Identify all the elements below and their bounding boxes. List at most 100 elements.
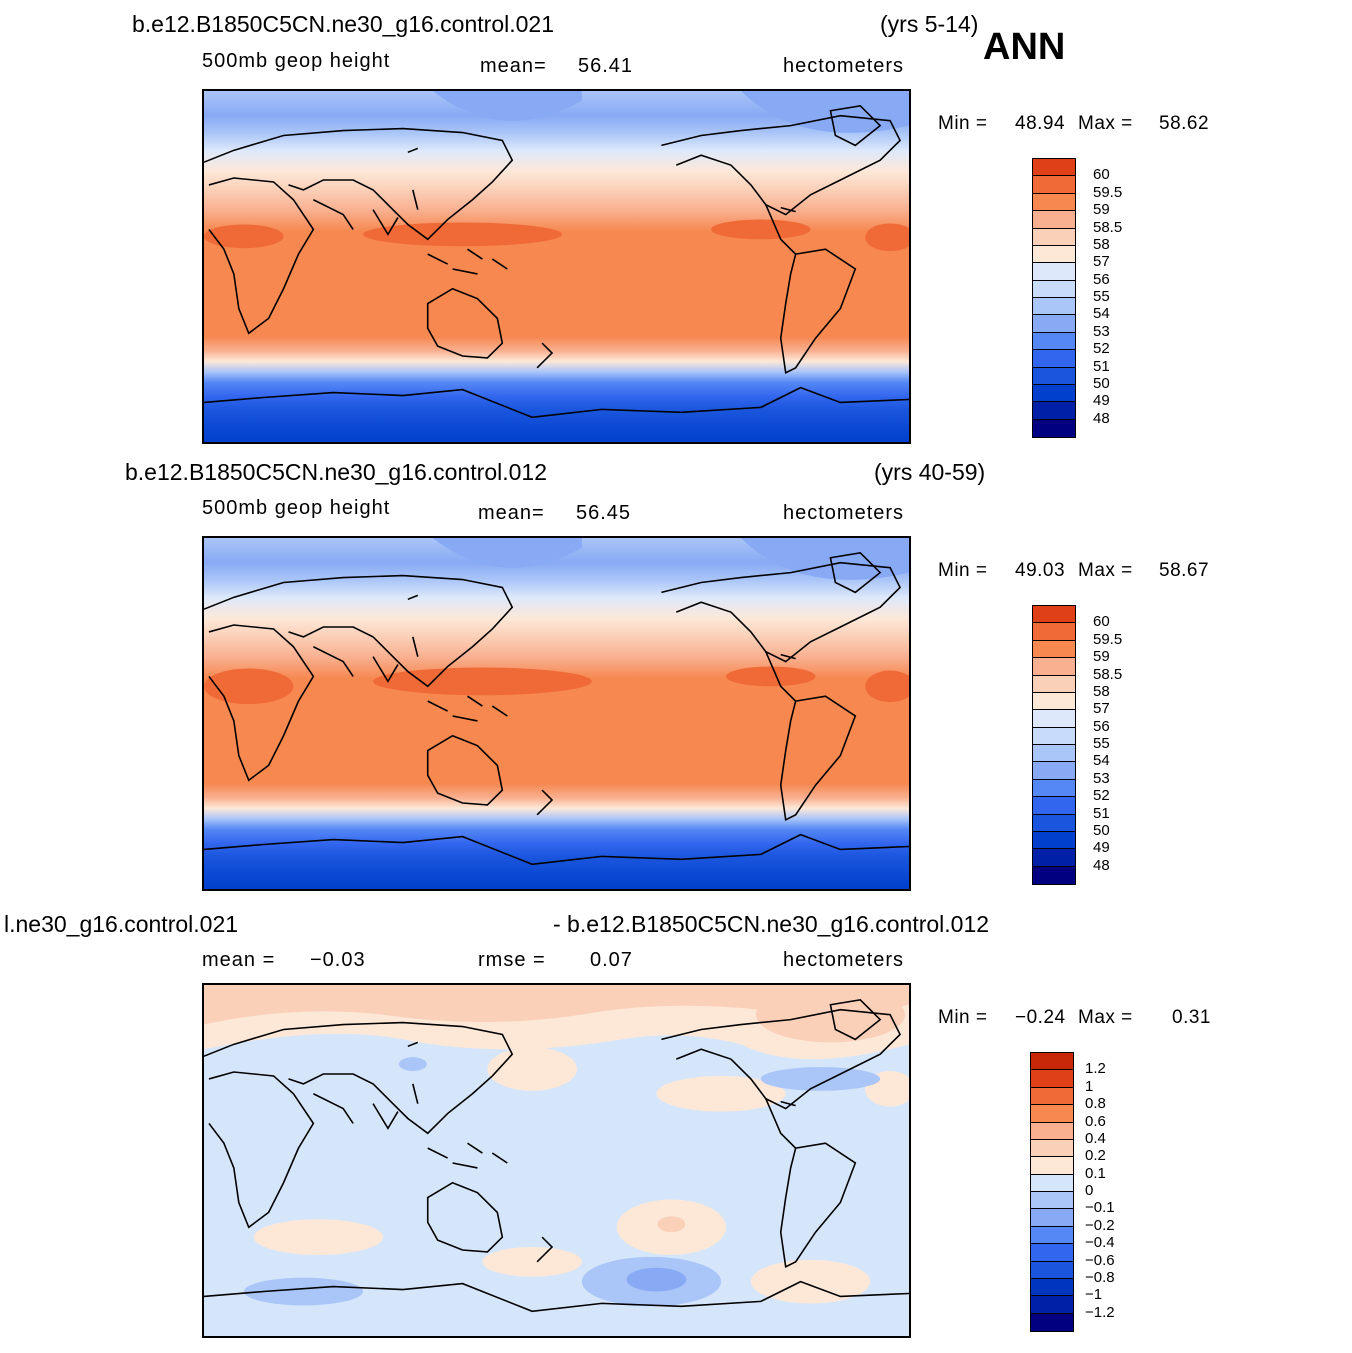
colorbar-swatch: [1031, 1105, 1073, 1123]
colorbar-label: 54: [1093, 305, 1110, 323]
colorbar-label: 54: [1093, 752, 1110, 770]
colorbar-swatch: [1031, 1261, 1073, 1279]
colorbar-label: 0.1: [1085, 1164, 1106, 1182]
panel2-min-label: Min =: [938, 560, 988, 581]
colorbar-label: 56: [1093, 717, 1110, 735]
colorbar-swatch: [1033, 866, 1075, 884]
colorbar-label: 49: [1093, 839, 1110, 857]
colorbar-label: −0.6: [1085, 1251, 1115, 1269]
colorbar-swatch: [1033, 211, 1075, 229]
panel1-years: (yrs 5-14): [880, 11, 979, 37]
colorbar-label: 53: [1093, 769, 1110, 787]
colorbar-swatch: [1031, 1209, 1073, 1227]
panel3-min-label: Min =: [938, 1007, 988, 1028]
colorbar-swatch: [1033, 193, 1075, 212]
colorbar-label: 60: [1093, 613, 1110, 631]
colorbar-swatch: [1031, 1278, 1073, 1297]
colorbar-label: 59.5: [1093, 183, 1123, 201]
panel3-colorbar: [1030, 1052, 1074, 1332]
panel1-variable: 500mb geop height: [202, 50, 391, 72]
panel3-case-left: l.ne30_g16.control.021: [4, 911, 239, 937]
panel2-max-value: 58.67: [1159, 560, 1210, 581]
colorbar-label: 58.5: [1093, 665, 1123, 683]
colorbar-swatch: [1031, 1313, 1073, 1331]
colorbar-label: 57: [1093, 253, 1110, 271]
colorbar-swatch: [1033, 245, 1075, 264]
colorbar-swatch: [1033, 384, 1075, 403]
colorbar-label: −1.2: [1085, 1303, 1115, 1321]
colorbar-label: 0: [1085, 1182, 1094, 1199]
colorbar-label: −0.2: [1085, 1216, 1115, 1234]
panel3-rmse-value: 0.07: [590, 949, 633, 971]
panel3-case-right: - b.e12.B1850C5CN.ne30_g16.control.012: [553, 911, 990, 937]
colorbar-swatch: [1033, 419, 1075, 437]
panel3-map: [202, 983, 911, 1338]
colorbar-label: 1: [1085, 1077, 1094, 1095]
colorbar-label: 0.6: [1085, 1112, 1106, 1130]
colorbar-label: 52: [1093, 787, 1110, 805]
panel1-case-title: b.e12.B1850C5CN.ne30_g16.control.021: [132, 11, 554, 37]
colorbar-swatch: [1033, 263, 1075, 281]
colorbar-swatch: [1033, 228, 1075, 246]
colorbar-label: −0.1: [1085, 1199, 1115, 1217]
colorbar-label: −0.8: [1085, 1268, 1115, 1286]
colorbar-label: 55: [1093, 735, 1110, 752]
colorbar-swatch: [1033, 849, 1075, 867]
colorbar-swatch: [1033, 298, 1075, 316]
colorbar-label: 50: [1093, 821, 1110, 839]
colorbar-label: 0.2: [1085, 1147, 1106, 1165]
colorbar-swatch: [1031, 1070, 1073, 1088]
colorbar-swatch: [1031, 1296, 1073, 1314]
colorbar-swatch: [1033, 675, 1075, 693]
colorbar-swatch: [1033, 332, 1075, 351]
panel2-mean-label: mean=: [478, 502, 545, 524]
colorbar-swatch: [1033, 367, 1075, 385]
colorbar-swatch: [1031, 1139, 1073, 1158]
colorbar-label: 59: [1093, 648, 1110, 666]
colorbar-swatch: [1033, 623, 1075, 641]
colorbar-swatch: [1033, 727, 1075, 745]
season-label: ANN: [983, 26, 1066, 68]
panel1-min-label: Min =: [938, 113, 988, 134]
panel1-mean-value: 56.41: [578, 55, 634, 77]
colorbar-label: 0.4: [1085, 1129, 1106, 1147]
colorbar-label: 55: [1093, 288, 1110, 305]
colorbar-swatch: [1033, 797, 1075, 815]
colorbar-swatch: [1033, 658, 1075, 676]
colorbar-swatch: [1033, 606, 1075, 624]
colorbar-label: 48: [1093, 856, 1110, 874]
panel2-case-title: b.e12.B1850C5CN.ne30_g16.control.012: [125, 459, 547, 485]
colorbar-swatch: [1031, 1192, 1073, 1210]
colorbar-label: 58.5: [1093, 218, 1123, 236]
colorbar-swatch: [1033, 176, 1075, 194]
colorbar-swatch: [1031, 1157, 1073, 1175]
colorbar-label: 58: [1093, 682, 1110, 700]
panel3-units: hectometers: [783, 949, 905, 971]
colorbar-label: 60: [1093, 166, 1110, 184]
colorbar-swatch: [1033, 350, 1075, 368]
colorbar-swatch: [1031, 1053, 1073, 1071]
panel2-units: hectometers: [783, 502, 905, 524]
colorbar-swatch: [1033, 710, 1075, 728]
panel1-min-value: 48.94: [1015, 113, 1066, 134]
colorbar-swatch: [1031, 1174, 1073, 1192]
panel3-min-value: −0.24: [1015, 1007, 1066, 1028]
panel3-mean-value: −0.03: [310, 949, 366, 971]
colorbar-label: 53: [1093, 322, 1110, 340]
colorbar-label: 51: [1093, 804, 1110, 822]
colorbar-label: 1.2: [1085, 1060, 1106, 1078]
colorbar-label: 59.5: [1093, 630, 1123, 648]
colorbar-swatch: [1031, 1122, 1073, 1140]
colorbar-swatch: [1033, 779, 1075, 798]
colorbar-swatch: [1033, 280, 1075, 298]
colorbar-label: 56: [1093, 270, 1110, 288]
panel1-max-value: 58.62: [1159, 113, 1210, 134]
colorbar-swatch: [1033, 315, 1075, 333]
colorbar-label: 0.8: [1085, 1095, 1106, 1113]
panel1-map: [202, 89, 911, 444]
colorbar-swatch: [1031, 1087, 1073, 1106]
panel2-min-value: 49.03: [1015, 560, 1066, 581]
panel2-variable: 500mb geop height: [202, 497, 391, 519]
panel3-mean-label: mean =: [202, 949, 276, 971]
panel3-max-value: 0.31: [1172, 1007, 1211, 1028]
